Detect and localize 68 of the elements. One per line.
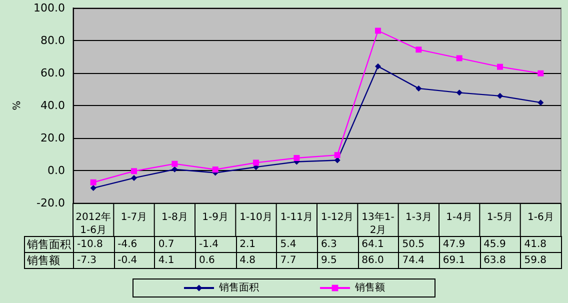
point [212, 166, 218, 173]
point [538, 70, 544, 76]
data-label: 2.1 [236, 236, 277, 252]
point [131, 174, 137, 181]
x-tick-label: 1-7月 [120, 212, 148, 223]
data-label: 5.4 [276, 236, 318, 252]
point [90, 185, 96, 192]
x-tick-label: 1-9月 [202, 212, 229, 223]
data-label: 6.3 [317, 236, 358, 252]
point [456, 90, 462, 96]
data-label: 47.9 [439, 236, 480, 252]
legend-label: 销售额 [354, 282, 385, 294]
data-label: 59.8 [520, 252, 562, 268]
y-tick-label: 0.0 [48, 164, 65, 177]
x-tick-label: 1-4月 [446, 212, 473, 223]
y-tick-label: 100.0 [34, 2, 65, 14]
text: 销售面积 [27, 238, 71, 251]
point [375, 28, 381, 34]
data-label: 63.8 [480, 252, 521, 268]
x-tick-label: 2012年 1-6月 [76, 211, 112, 236]
y-tick-label: 80.0 [40, 34, 65, 47]
x-tick-label: 1-3月 [405, 212, 432, 223]
data-label: -0.4 [114, 252, 155, 268]
y-tick-label: 60.0 [40, 66, 65, 80]
data-label: 41.8 [520, 236, 562, 252]
y-axis-title: % [12, 100, 24, 110]
data-label: 4.1 [154, 252, 196, 268]
point [253, 160, 259, 166]
data-label: 50.5 [398, 236, 440, 252]
x-tick-label: 1-8月 [161, 212, 188, 223]
point [334, 152, 340, 158]
x-tick-label: 1-5月 [486, 212, 514, 223]
data-label: -7.3 [74, 252, 114, 268]
data-label: -4.6 [114, 236, 155, 252]
point [497, 92, 503, 99]
data-label: 4.8 [236, 252, 277, 268]
point [172, 160, 178, 167]
data-label: 86.0 [358, 252, 399, 268]
x-tick-label: 1-12月 [320, 212, 354, 223]
data-label: 7.7 [276, 252, 318, 268]
point [497, 64, 503, 70]
legend-label: 销售面积 [218, 282, 259, 294]
y-tick-label: 20.0 [40, 132, 65, 144]
data-label: 9.5 [317, 252, 358, 268]
data-label: 69.1 [439, 252, 480, 268]
x-tick-label: 1-6月 [527, 212, 554, 223]
point [90, 179, 96, 186]
point [538, 100, 544, 106]
data-label: 64.1 [358, 236, 399, 252]
point [456, 55, 462, 62]
point [375, 63, 381, 70]
y-tick-label: 40.0 [40, 99, 65, 112]
point [131, 168, 137, 174]
x-tick-label: 1-10月 [240, 212, 272, 223]
point [294, 154, 300, 161]
point [416, 46, 422, 53]
point [172, 166, 178, 172]
data-label: 74.4 [398, 252, 440, 268]
point [416, 85, 422, 92]
x-tick-label: 1-11月 [280, 212, 314, 223]
data-label: 45.9 [480, 236, 521, 252]
data-label: 0.6 [195, 252, 236, 268]
text: 销售额 [27, 254, 60, 267]
x-tick-label: 13年1- 2月 [362, 211, 395, 236]
data-label: -1.4 [195, 236, 236, 252]
data-label: 0.7 [154, 236, 196, 252]
y-tick-label: -20.0 [36, 196, 65, 210]
data-label: -10.8 [74, 236, 114, 252]
